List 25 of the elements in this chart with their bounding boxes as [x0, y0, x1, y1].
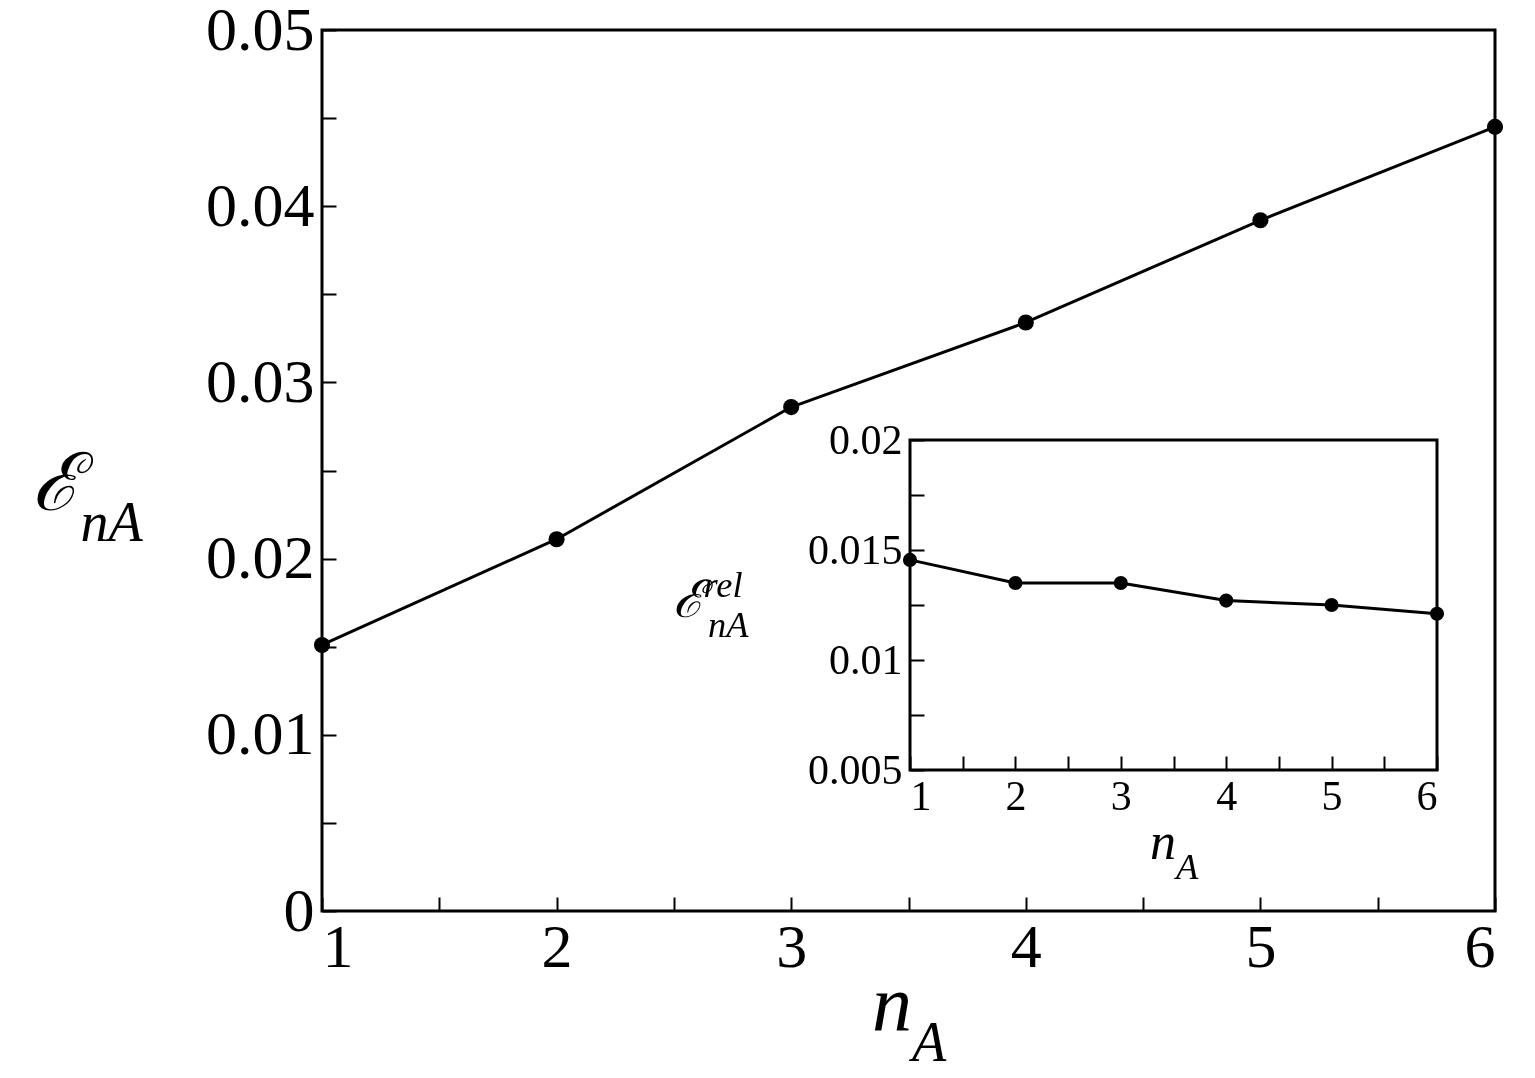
x-tick-label: 1 [910, 772, 932, 819]
y-axis-title: ℰ$_{nA}$ [32, 438, 144, 553]
x-axis-title: n$_{A}$ [1149, 812, 1199, 887]
y-tick-label: 0.02 [829, 416, 903, 463]
x-tick-label: 2 [541, 911, 573, 980]
x-tick-label: 3 [1110, 772, 1132, 819]
y-tick-label: 0.015 [808, 526, 903, 573]
y-tick-label: 0.04 [206, 170, 315, 239]
x-axis-title: n$_{A}$ [871, 958, 947, 1073]
x-tick-label: 4 [1216, 772, 1238, 819]
x-tick-label: 5 [1321, 772, 1343, 819]
x-tick-label: 6 [1416, 772, 1438, 819]
x-tick-label: 5 [1245, 911, 1277, 980]
x-tick-label: 4 [1010, 911, 1042, 980]
y-tick-label: 0.01 [206, 699, 315, 768]
y-tick-label: 0 [283, 875, 315, 944]
y-tick-label: 0.005 [808, 746, 903, 793]
y-tick-label: 0.01 [829, 636, 903, 683]
x-tick-label: 3 [776, 911, 808, 980]
x-tick-label: 1 [322, 911, 354, 980]
y-tick-label: 0.05 [206, 0, 315, 63]
y-tick-label: 0.03 [206, 346, 315, 415]
x-tick-label: 2 [1005, 772, 1027, 819]
y-tick-label: 0.02 [206, 523, 315, 592]
x-tick-label: 6 [1464, 911, 1496, 980]
